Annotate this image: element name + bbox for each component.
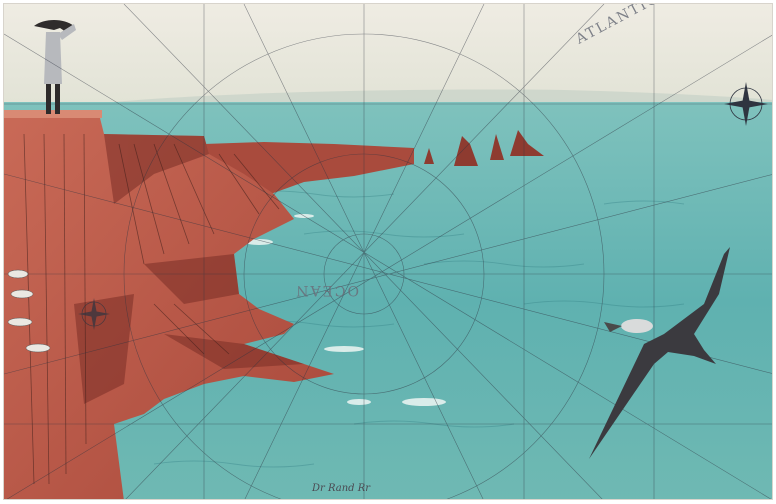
sky (4, 4, 772, 104)
perched-seabirds (7, 269, 51, 353)
artwork-canvas: ATLANTIC OCEAN OCEAN Dr Rand Rr (4, 4, 772, 499)
standing-figure (34, 20, 76, 114)
cliff-hatching (23, 133, 280, 485)
sea-stacks (424, 130, 544, 166)
albatross (589, 247, 730, 459)
artwork-frame: ATLANTIC OCEAN OCEAN Dr Rand Rr (3, 3, 773, 500)
cliff-shadows (74, 134, 304, 404)
map-label-center: OCEAN (294, 282, 359, 298)
chart-rhumb-lines (4, 4, 772, 499)
artist-signature: Dr Rand Rr (311, 483, 371, 494)
compass-rose-icon (724, 82, 768, 126)
cliff-top-ledge (4, 110, 102, 118)
compass-rose-small-icon (78, 298, 110, 330)
